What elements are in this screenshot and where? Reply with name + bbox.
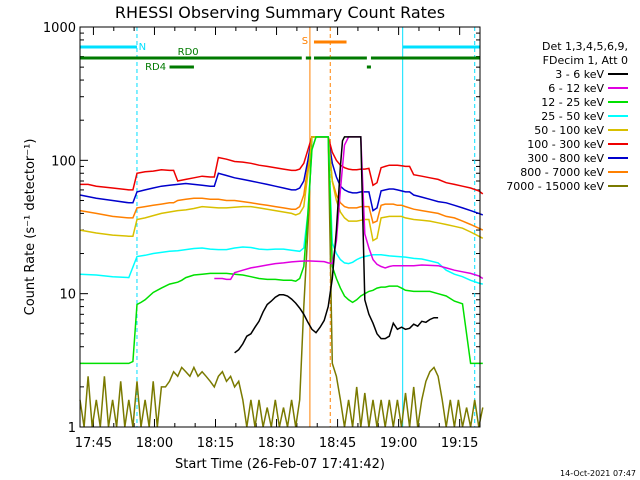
legend-label: 50 - 100 keV — [534, 124, 604, 137]
legend-label: 300 - 800 keV — [527, 152, 604, 165]
y-tick-label: 1 — [68, 421, 76, 436]
y-tick-label: 10 — [59, 288, 76, 303]
series-line — [234, 136, 439, 354]
legend-label: 6 - 12 keV — [548, 82, 604, 95]
series-line — [80, 136, 483, 365]
y-axis-label: Count Rate (s⁻¹ detector⁻¹) — [23, 139, 38, 316]
legend-label: 12 - 25 keV — [541, 96, 604, 109]
x-tick-label: 18:15 — [197, 436, 234, 451]
y-tick-label: 1000 — [43, 21, 76, 36]
series-line — [80, 136, 484, 195]
x-tick-label: 18:30 — [258, 436, 295, 451]
legend-header: FDecim 1, Att 0 — [543, 54, 628, 67]
y-tick-label: 100 — [51, 154, 76, 169]
timestamp-label: 14-Oct-2021 07:47 — [560, 469, 636, 478]
legend-label: 3 - 6 keV — [555, 68, 604, 81]
x-tick-label: 17:45 — [75, 436, 112, 451]
x-tick-label: 18:00 — [136, 436, 173, 451]
x-tick-label: 19:00 — [380, 436, 417, 451]
annotation-label: S — [302, 36, 308, 47]
x-tick-label: 19:15 — [441, 436, 478, 451]
annotation-label: RD0 — [178, 47, 199, 58]
legend-label: 100 - 300 keV — [527, 138, 604, 151]
x-axis-label: Start Time (26-Feb-07 17:41:42) — [175, 457, 385, 472]
annotation-label: N — [139, 42, 146, 53]
legend-label: 7000 - 15000 keV — [506, 180, 604, 193]
legend: Det 1,3,4,5,6,9,FDecim 1, Att 03 - 6 keV… — [506, 40, 628, 193]
legend-header: Det 1,3,4,5,6,9, — [542, 40, 628, 53]
x-tick-label: 18:45 — [319, 436, 356, 451]
legend-label: 800 - 7000 keV — [520, 166, 604, 179]
chart-title: RHESSI Observing Summary Count Rates — [115, 3, 445, 22]
legend-label: 25 - 50 keV — [541, 110, 604, 123]
plot-area: 1 10 100 1000 17:45 18:00 18:15 18:30 18:45 19:00… — [43, 21, 484, 451]
annotation-label: RD4 — [145, 62, 166, 73]
plot-frame — [79, 26, 481, 428]
